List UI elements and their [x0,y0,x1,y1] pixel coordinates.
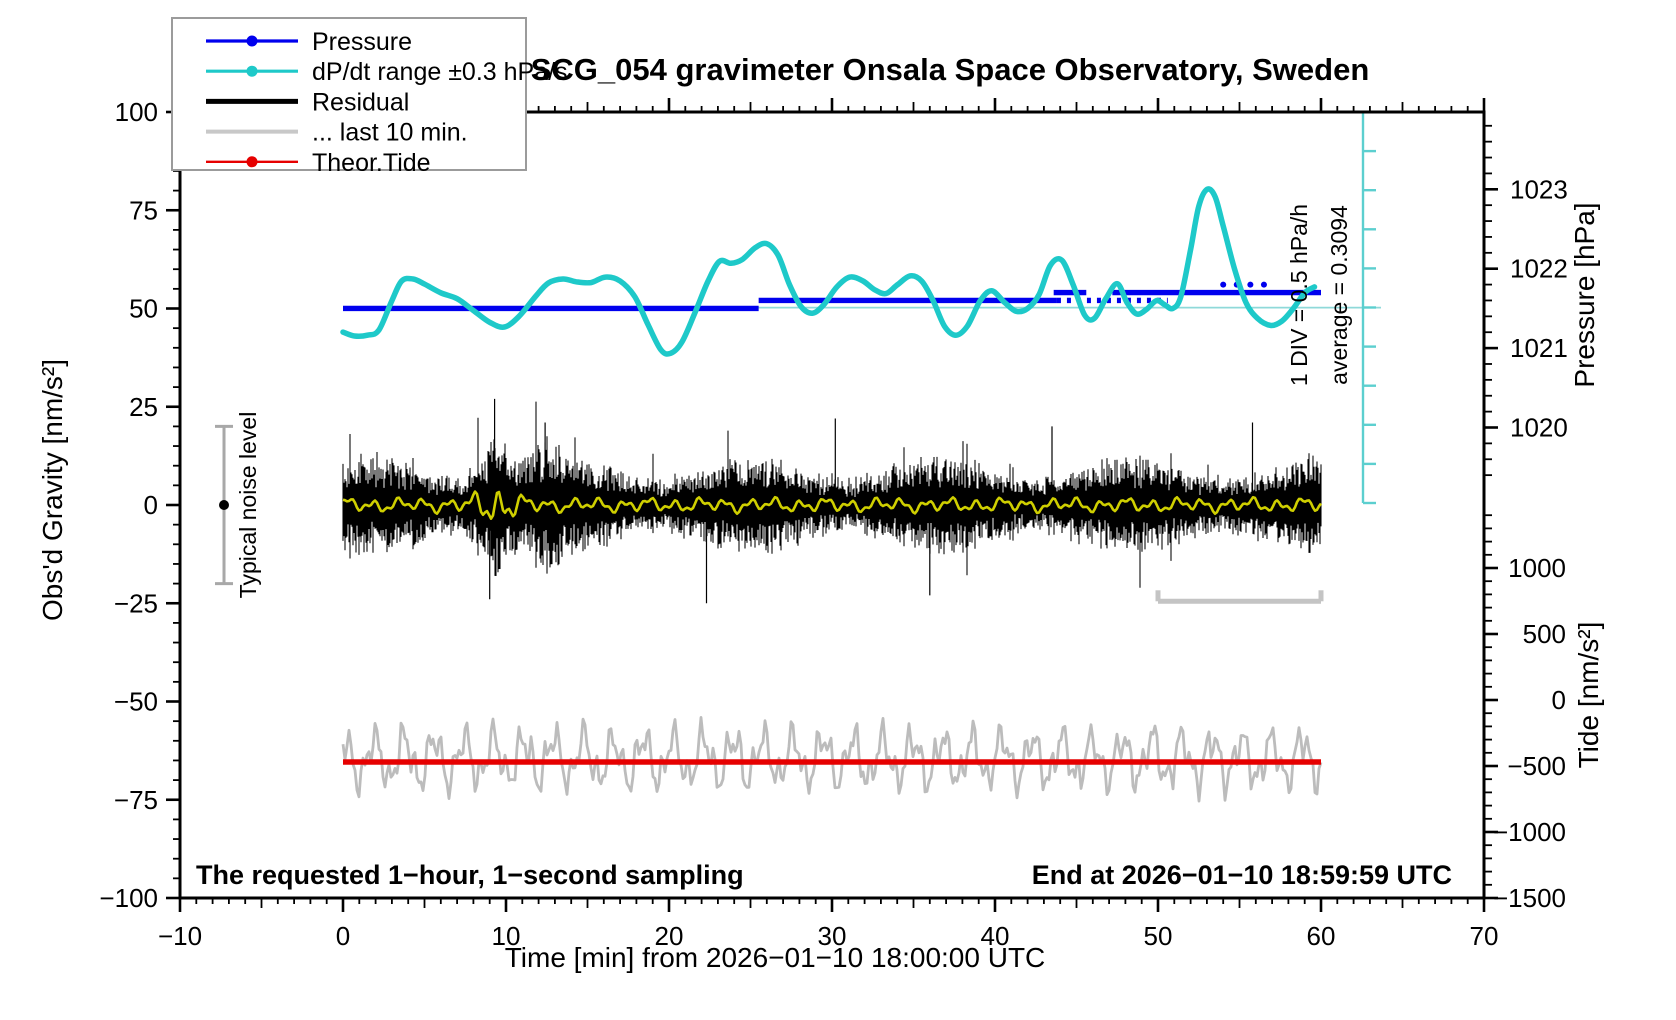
pressure-tick-label: 1023 [1510,174,1568,204]
average-annotation: average = 0.3094 [1326,205,1352,385]
residual-spikes [489,398,1254,604]
gravity-tick-label: −75 [114,785,158,815]
pressure-dot [1220,281,1227,288]
dpdt-curve [340,186,1318,357]
annotation-markers-layer [215,424,1324,604]
x-tick-label: 60 [1307,921,1336,951]
gravity-tick-label: 25 [129,392,158,422]
tide-tick-label: 1000 [1508,553,1566,583]
x-tick-label: 20 [655,921,684,951]
tide-tick-label: 500 [1523,619,1566,649]
div-scale-annotation: 1 DIV = 0.5 hPa/h [1286,204,1312,386]
legend-sample-dot [246,65,258,77]
last10min-trace [341,716,1323,803]
gravity-tick-label: −50 [114,687,158,717]
axes-frame-layer: −10 0 10 20 30 40 50 60 70−100−75−50−25025507510… [99,97,1567,951]
x-tick-label: 40 [981,921,1010,951]
tide-tick-label: −1000 [1493,817,1566,847]
legend-frame [171,17,527,171]
footer-sampling-note: The requested 1−hour, 1−second sampling [196,860,744,890]
x-tick-label: 50 [1144,921,1173,951]
noise-level-dot [219,500,230,510]
x-tick-label: 10 [492,921,521,951]
smoothed-residual-trace [342,490,1323,520]
pressure-tick-label: 1020 [1510,413,1568,443]
legend-label: Theor.Tide [312,149,431,177]
gravity-tick-label: 50 [129,294,158,324]
x-axis-title: Time [min] from 2026−01−10 18:00:00 UTC [505,942,1046,973]
noise-level-annotation: Typical noise level [235,412,261,599]
data-series-layer [340,186,1323,803]
residual-trace [342,401,1322,588]
legend-label: Residual [312,88,409,116]
legend-label: Pressure [312,28,412,56]
tide-tick-label: −500 [1507,751,1566,781]
pressure-dot [1247,281,1254,288]
gravity-tick-label: 100 [115,97,158,127]
legend-label: ... last 10 min. [312,119,468,147]
pressure-dot [1260,281,1267,288]
x-tick-label: 0 [336,921,350,951]
pressure-tick-label: 1021 [1510,333,1568,363]
footer-end-time: End at 2026−01−10 18:59:59 UTC [1032,860,1452,890]
gravity-tick-label: 75 [129,195,158,225]
gravity-tick-label: −100 [99,883,158,913]
tide-tick-label: 0 [1552,685,1566,715]
gravity-axis-title: Obs'd Gravity [nm/s²] [37,359,68,621]
pressure-axis-title: Pressure [hPa] [1569,202,1600,387]
legend-sample-dot [246,156,258,168]
gravity-tick-label: −25 [114,588,158,618]
x-tick-label: 30 [818,921,847,951]
x-tick-label: 70 [1470,921,1499,951]
pressure-tick-label: 1022 [1510,254,1568,284]
gravity-tick-label: 0 [144,490,158,520]
tide-axis-title: Tide [nm/s²] [1573,622,1604,769]
legend-label: dP/dt range ±0.3 hPa/s [312,58,568,86]
legend-sample-dot [246,35,258,47]
chart-title: SCG_054 gravimeter Onsala Space Observat… [531,52,1370,87]
tide-tick-label: −1500 [1493,883,1566,913]
x-tick-label: −10 [158,921,202,951]
